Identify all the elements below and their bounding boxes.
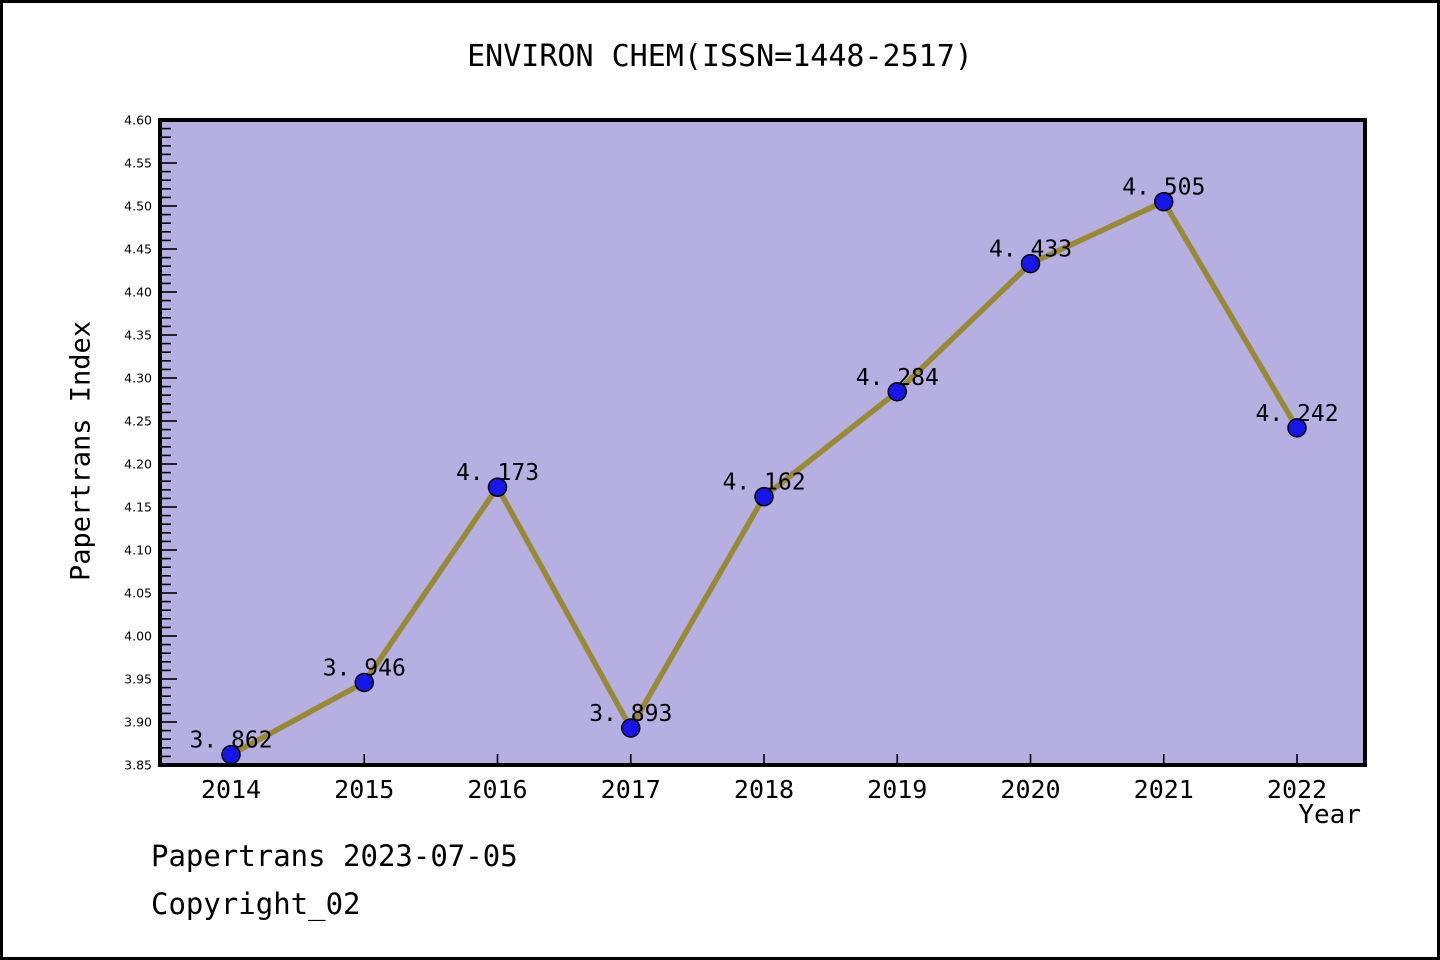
x-tick-label: 2014 — [201, 775, 261, 804]
y-tick-label: 4.15 — [124, 500, 152, 515]
data-point-label: 4. 505 — [1122, 175, 1205, 201]
y-tick-label: 4.40 — [124, 285, 152, 300]
data-point-label: 4. 284 — [856, 365, 939, 391]
data-point — [1020, 253, 1041, 274]
y-tick-label: 4.60 — [124, 113, 152, 128]
line-chart-canvas: 3.85 3.90 3.95 4.00 4.05 4.10 4.15 4.20 4.25 4.30… — [124, 113, 1367, 804]
data-point-label: 3. 893 — [589, 701, 672, 727]
footer-copyright-text: Copyright_02 — [151, 887, 361, 921]
x-tick-label: 2022 — [1267, 775, 1327, 804]
data-point-label: 3. 946 — [323, 655, 406, 681]
chart-title: ENVIRON CHEM(ISSN=1448-2517) — [467, 39, 973, 74]
x-tick-label: 2021 — [1134, 775, 1194, 804]
data-point — [887, 382, 907, 402]
data-point-label: 4. 242 — [1255, 401, 1338, 427]
y-tick-label: 4.10 — [124, 543, 152, 558]
x-tick-label: 2020 — [1000, 775, 1060, 804]
y-tick-label: 4.45 — [124, 242, 152, 257]
data-point — [487, 477, 508, 497]
data-point-label: 4. 162 — [722, 470, 805, 496]
y-tick-label: 4.35 — [124, 328, 152, 343]
y-tick-label: 4.50 — [124, 199, 152, 214]
x-tick-label: 2018 — [734, 775, 794, 804]
data-point-label: 4. 173 — [456, 460, 539, 486]
y-tick-label: 4.05 — [124, 586, 152, 601]
y-tick-label: 4.20 — [124, 457, 152, 472]
data-point-label: 4. 433 — [989, 237, 1072, 263]
y-tick-label: 3.90 — [124, 715, 152, 730]
x-axis-label: Year — [1298, 800, 1361, 830]
x-tick-label: 2016 — [467, 775, 527, 804]
y-tick-label: 4.00 — [124, 629, 152, 644]
footer-date-text: Papertrans 2023-07-05 — [151, 839, 518, 873]
y-tick-label: 4.25 — [124, 414, 152, 429]
x-tick-label: 2019 — [867, 775, 927, 804]
data-point — [754, 486, 774, 507]
plot-border — [158, 118, 1367, 767]
data-point — [354, 672, 374, 693]
data-point — [1287, 418, 1307, 438]
x-tick-label: 2017 — [601, 775, 661, 804]
y-axis-label: Papertrans Index — [65, 320, 97, 582]
data-point — [621, 718, 641, 738]
plot-area — [160, 120, 1365, 765]
data-point — [1154, 191, 1174, 212]
y-tick-label: 4.30 — [124, 371, 152, 386]
y-tick-label: 4.55 — [124, 156, 152, 171]
x-tick-label: 2015 — [334, 775, 394, 804]
y-tick-label: 3.95 — [124, 672, 152, 687]
y-tick-label: 3.85 — [124, 758, 152, 773]
data-point-label: 3. 862 — [189, 728, 272, 754]
